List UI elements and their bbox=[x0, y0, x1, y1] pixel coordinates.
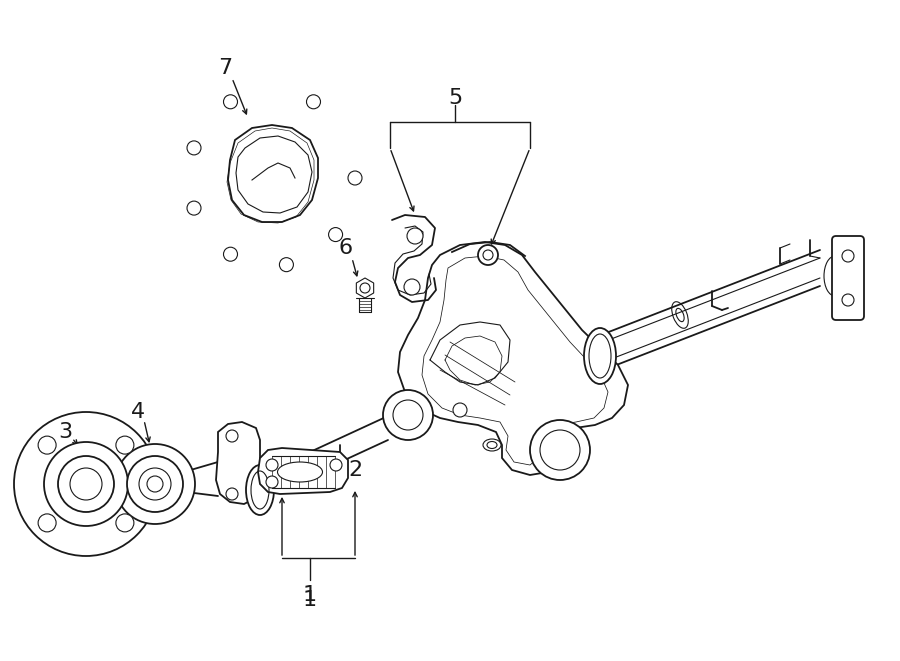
Circle shape bbox=[348, 171, 362, 185]
Circle shape bbox=[330, 459, 342, 471]
Circle shape bbox=[478, 245, 498, 265]
Circle shape bbox=[14, 412, 158, 556]
Text: 4: 4 bbox=[130, 402, 145, 422]
Circle shape bbox=[116, 436, 134, 454]
Polygon shape bbox=[356, 278, 374, 298]
Circle shape bbox=[38, 514, 56, 532]
Text: 6: 6 bbox=[339, 238, 353, 258]
Ellipse shape bbox=[584, 328, 616, 384]
Ellipse shape bbox=[548, 435, 572, 465]
Polygon shape bbox=[258, 448, 348, 494]
Text: 1: 1 bbox=[303, 585, 317, 605]
Ellipse shape bbox=[483, 439, 501, 451]
Circle shape bbox=[842, 294, 854, 306]
Polygon shape bbox=[228, 125, 318, 222]
Circle shape bbox=[404, 279, 420, 295]
Circle shape bbox=[279, 258, 293, 272]
Circle shape bbox=[187, 201, 201, 215]
Text: 1: 1 bbox=[303, 590, 317, 610]
Circle shape bbox=[127, 456, 183, 512]
Text: 7: 7 bbox=[218, 58, 232, 78]
Text: 3: 3 bbox=[58, 422, 72, 442]
Circle shape bbox=[407, 228, 423, 244]
Circle shape bbox=[266, 459, 278, 471]
Circle shape bbox=[383, 390, 433, 440]
Circle shape bbox=[842, 250, 854, 262]
Circle shape bbox=[187, 141, 201, 155]
Circle shape bbox=[393, 400, 423, 430]
Polygon shape bbox=[216, 422, 260, 504]
Polygon shape bbox=[398, 242, 628, 475]
Ellipse shape bbox=[277, 462, 322, 482]
Circle shape bbox=[147, 476, 163, 492]
Circle shape bbox=[58, 456, 114, 512]
Circle shape bbox=[328, 227, 343, 241]
Circle shape bbox=[530, 420, 590, 480]
Circle shape bbox=[70, 468, 102, 500]
Circle shape bbox=[223, 95, 238, 109]
Circle shape bbox=[115, 444, 195, 524]
Circle shape bbox=[483, 250, 493, 260]
Polygon shape bbox=[236, 136, 312, 213]
Circle shape bbox=[360, 283, 370, 293]
FancyBboxPatch shape bbox=[832, 236, 864, 320]
Circle shape bbox=[226, 430, 238, 442]
Circle shape bbox=[453, 403, 467, 417]
Ellipse shape bbox=[246, 465, 274, 515]
Circle shape bbox=[540, 430, 580, 470]
Circle shape bbox=[226, 488, 238, 500]
Circle shape bbox=[139, 468, 171, 500]
Circle shape bbox=[38, 436, 56, 454]
Text: 2: 2 bbox=[348, 460, 362, 480]
Circle shape bbox=[223, 247, 238, 261]
Circle shape bbox=[116, 514, 134, 532]
Circle shape bbox=[307, 95, 320, 109]
Circle shape bbox=[44, 442, 128, 526]
Circle shape bbox=[266, 476, 278, 488]
Ellipse shape bbox=[824, 256, 846, 296]
Text: 5: 5 bbox=[448, 88, 462, 108]
